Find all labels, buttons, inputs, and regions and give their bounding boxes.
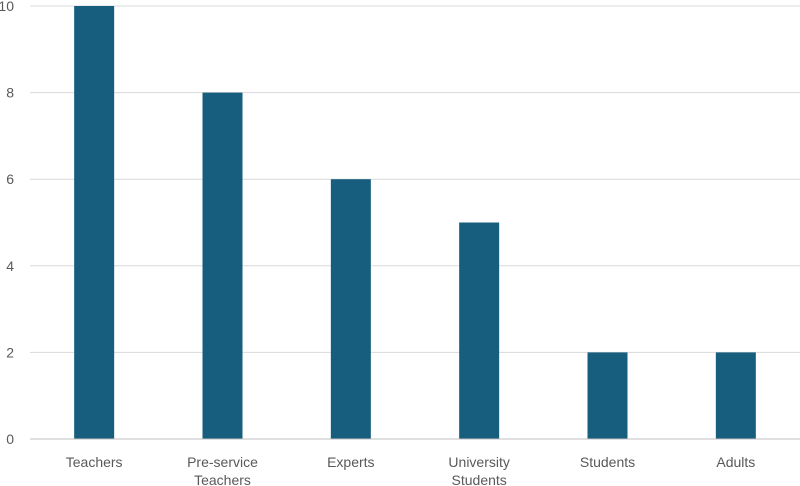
y-tick-label: 6 [6, 171, 14, 187]
x-tick-label: Students [580, 454, 635, 470]
y-axis-ticks: 0 2 4 6 8 10 [0, 0, 14, 447]
x-tick-label: University Students [448, 454, 509, 486]
bar [74, 6, 115, 439]
x-tick-label-line: University [448, 454, 509, 470]
bar [459, 222, 500, 439]
x-tick-label: Teachers [66, 454, 123, 470]
y-tick-label: 4 [6, 258, 14, 274]
bar [202, 92, 243, 439]
bar [715, 352, 756, 439]
bar [330, 179, 371, 439]
y-tick-label: 8 [6, 85, 14, 101]
gridlines [30, 5, 800, 353]
y-tick-label: 10 [0, 0, 14, 14]
x-tick-label-line: Students [580, 454, 635, 470]
x-tick-label-line: Teachers [194, 472, 251, 486]
y-tick-label: 0 [6, 431, 14, 447]
x-tick-label: Pre-service Teachers [187, 454, 258, 486]
x-tick-label-line: Experts [327, 454, 374, 470]
x-axis-ticks: Teachers Pre-service Teachers Experts Univer… [66, 454, 756, 486]
x-tick-label-line: Pre-service [187, 454, 258, 470]
x-tick-label: Experts [327, 454, 374, 470]
bar [587, 352, 628, 439]
x-tick-label-line: Adults [716, 454, 755, 470]
y-tick-label: 2 [6, 344, 14, 360]
x-tick-label-line: Teachers [66, 454, 123, 470]
x-tick-label: Adults [716, 454, 755, 470]
x-tick-label-line: Students [452, 472, 507, 486]
bars [74, 6, 756, 439]
